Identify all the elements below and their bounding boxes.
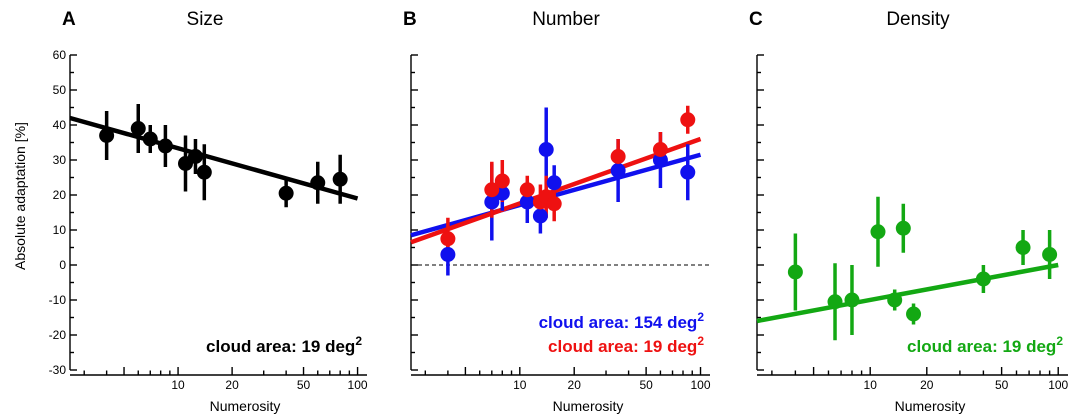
panel-letter-b: B — [403, 9, 417, 30]
x-tick-label: 20 — [568, 378, 582, 392]
y-tick-label: 50 — [53, 83, 67, 97]
data-point — [484, 182, 500, 198]
data-point — [440, 247, 456, 262]
panel-density: C Density Numerosity cloud area: 19 deg2… — [749, 9, 1069, 414]
annotation-b-2: cloud area: 19 deg2 — [548, 334, 704, 356]
x-tick-label: 100 — [1048, 378, 1068, 392]
x-axis-label-c: Numerosity — [895, 398, 966, 414]
panel-letter-c: C — [749, 9, 763, 30]
x-tick-label: 50 — [639, 378, 653, 392]
fit-line-0 — [756, 262, 1059, 324]
data-point — [157, 138, 173, 154]
x-tick-label: 10 — [513, 378, 527, 392]
data-point — [870, 224, 886, 240]
x-tick-label: 10 — [864, 378, 878, 392]
data-point — [652, 152, 668, 168]
data-point — [680, 164, 696, 180]
data-point — [532, 208, 548, 224]
fit-line-0 — [69, 115, 359, 201]
y-tick-label: 20 — [53, 188, 67, 202]
data-point — [906, 306, 922, 322]
panel-title-density: Density — [886, 9, 950, 30]
data-point — [130, 121, 146, 136]
x-tick-label: 50 — [297, 378, 311, 392]
data-point — [196, 164, 212, 180]
data-point — [787, 264, 803, 280]
y-tick-label: 60 — [53, 48, 67, 62]
y-tick-label: 0 — [59, 258, 66, 272]
x-tick-label: 100 — [348, 378, 368, 392]
panel-title-size: Size — [187, 9, 224, 30]
y-tick-label: -30 — [49, 363, 67, 377]
data-point — [519, 194, 535, 210]
data-point — [332, 171, 348, 187]
y-tick-label: 40 — [53, 118, 67, 132]
data-point — [494, 173, 510, 189]
data-point — [310, 175, 326, 191]
data-point — [484, 194, 500, 210]
annotation-c-1: cloud area: 19 deg2 — [907, 334, 1063, 356]
y-tick-label: -20 — [49, 328, 67, 342]
data-point — [519, 182, 535, 198]
data-point — [440, 231, 456, 247]
panel-number: B Number Numerosity cloud area: 154 deg2… — [403, 9, 712, 414]
y-tick-label: 10 — [53, 223, 67, 237]
data-point — [975, 271, 991, 287]
data-point — [827, 294, 843, 310]
x-tick-label: 50 — [995, 378, 1009, 392]
data-point — [887, 292, 903, 308]
data-point — [680, 112, 696, 128]
panel-letter-a: A — [62, 9, 76, 30]
data-point — [844, 292, 860, 308]
panel-title-number: Number — [532, 9, 600, 30]
data-point — [142, 131, 158, 147]
y-axis-label: Absolute adaptation [%] — [12, 122, 28, 270]
x-axis-label-a: Numerosity — [210, 398, 281, 414]
data-point — [538, 142, 554, 157]
data-point — [546, 175, 562, 191]
data-point — [652, 142, 668, 157]
data-point — [610, 163, 626, 178]
x-tick-label: 100 — [691, 378, 711, 392]
data-point — [1015, 240, 1031, 255]
data-point — [187, 149, 203, 164]
data-point — [895, 220, 911, 236]
x-tick-label: 20 — [225, 378, 239, 392]
x-tick-label: 20 — [920, 378, 934, 392]
y-tick-label: 30 — [53, 153, 67, 167]
y-tick-label: -10 — [49, 293, 67, 307]
data-point — [546, 196, 562, 212]
annotation-a-1: cloud area: 19 deg2 — [206, 334, 362, 356]
data-point — [99, 128, 115, 143]
data-point — [1042, 247, 1058, 262]
x-axis-label-b: Numerosity — [553, 398, 624, 414]
annotation-b-1: cloud area: 154 deg2 — [539, 310, 705, 332]
panel-size: A Size Numerosity cloud area: 19 deg2 -3… — [49, 9, 368, 414]
x-tick-label: 10 — [171, 378, 185, 392]
data-point — [278, 185, 294, 201]
data-point — [610, 149, 626, 164]
